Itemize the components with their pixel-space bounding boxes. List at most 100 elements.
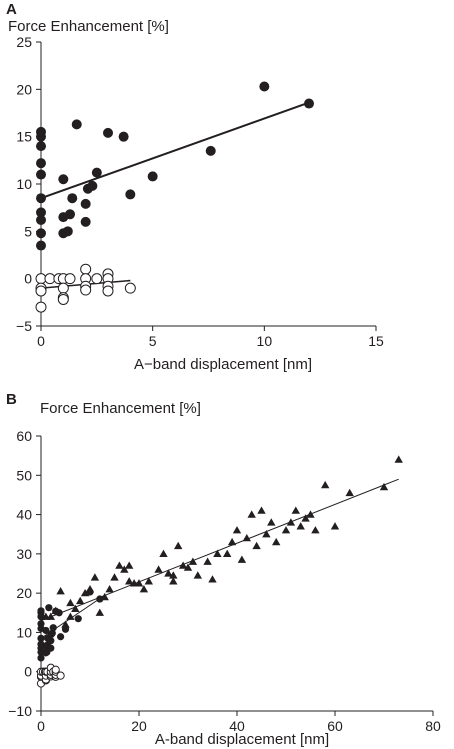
panel-b-triangle-point xyxy=(125,561,134,569)
panel-b-y-tick-label: 60 xyxy=(16,428,32,444)
panel-b-triangle-point xyxy=(247,510,256,518)
panel-a-filled-circle-point xyxy=(80,198,91,209)
panel-b-triangle-point xyxy=(183,563,193,571)
panel-a-x-tick-label: 10 xyxy=(257,333,273,349)
panel-b-y-tick-label: 20 xyxy=(16,585,32,601)
panel-b-triangle-point xyxy=(311,526,320,534)
panel-b-triangle-point xyxy=(76,596,85,605)
panel-b-triangle-point xyxy=(66,612,75,620)
panel-a-filled-circle-point xyxy=(147,171,158,182)
panel-b-triangle-point xyxy=(80,588,90,597)
panel-b-triangle-point xyxy=(237,555,247,563)
panel-b-triangle-point xyxy=(134,579,144,587)
panel-a-filled-circle-point xyxy=(36,141,46,152)
panel-a-fit-line xyxy=(40,101,310,200)
panel-b-triangle-point xyxy=(169,577,178,585)
panel-a-fit-lines xyxy=(40,101,310,289)
panel-a-y-tick-label: 10 xyxy=(16,176,32,192)
panel-b-x-tick-label: 80 xyxy=(425,718,441,734)
panel-a-filled-circle-point xyxy=(36,169,46,180)
panel-a-filled-circle-point xyxy=(36,158,46,169)
panel-b-y-axis-title: Force Enhancement [%] xyxy=(40,400,201,417)
panel-b-triangle-point xyxy=(115,561,124,569)
panel-b-y-tick-label: 40 xyxy=(16,507,32,523)
panel-b-filled-circle-point xyxy=(47,644,55,652)
panel-b: B Force Enhancement [%] A-band displacem… xyxy=(6,391,441,748)
panel-b-triangle-point xyxy=(379,482,389,491)
panel-a-filled-circle-point xyxy=(80,216,91,227)
panel-a-filled-circle-point xyxy=(62,226,73,237)
panel-b-x-tick-label: 60 xyxy=(327,718,343,734)
panel-a-x-axis-title: A−band displacement [nm] xyxy=(134,356,312,373)
panel-a-filled-circle-point xyxy=(36,193,46,204)
panel-b-triangle-point xyxy=(71,604,80,613)
panel-b-x-tick-label: 20 xyxy=(131,718,147,734)
panel-a-y-tick-label: −5 xyxy=(16,318,32,334)
panel-b-y-tick-label: 50 xyxy=(16,467,32,483)
panel-a-filled-circle-point xyxy=(259,81,270,92)
panel-b-triangle-point xyxy=(164,569,173,577)
panel-a-letter: A xyxy=(6,1,17,18)
panel-b-triangle-point xyxy=(301,514,310,522)
panel-b-triangle-point xyxy=(232,526,242,534)
panel-a-filled-circle-point xyxy=(87,180,98,191)
panel-b-filled-circle-point xyxy=(47,637,55,645)
panel-b-points xyxy=(36,455,403,688)
panel-b-filled-circle-point xyxy=(57,633,65,641)
panel-b-filled-circle-point xyxy=(42,626,50,635)
panel-b-filled-circle-point xyxy=(61,625,70,633)
panel-a-x-tick-label: 0 xyxy=(37,333,45,349)
panel-a-filled-circle-point xyxy=(67,193,78,204)
panel-b-triangle-point xyxy=(120,565,129,573)
panel-b-filled-circle-point xyxy=(45,604,53,612)
panel-b-triangle-point xyxy=(223,549,232,558)
panel-b-triangle-point xyxy=(46,612,55,620)
panel-b-triangle-point xyxy=(394,455,403,463)
panel-a-y-tick-label: 0 xyxy=(24,271,32,287)
panel-b-triangle-point xyxy=(159,549,168,558)
panel-a-axes: 0 5 10 15 −5 0 5 10 15 20 25 xyxy=(16,34,384,349)
panel-b-triangle-point xyxy=(242,533,251,542)
panel-b-filled-circle-point xyxy=(48,629,56,637)
panel-b-filled-circle-point xyxy=(37,607,45,615)
panel-b-y-tick-label: −10 xyxy=(8,703,32,719)
panel-b-triangle-point xyxy=(169,571,178,579)
panel-b-filled-circle-point xyxy=(49,624,57,632)
panel-b-triangle-point xyxy=(321,480,330,489)
panel-b-triangle-point xyxy=(208,575,217,583)
panel-a-filled-circle-point xyxy=(205,145,216,156)
panel-a-filled-circle-point xyxy=(36,207,46,218)
panel-b-filled-circle-point xyxy=(74,615,82,623)
panel-a-open-circle-point xyxy=(57,293,69,305)
panel-b-triangle-point xyxy=(262,530,271,538)
panel-b-y-tick-label: 10 xyxy=(16,624,32,640)
panel-a-filled-circle-point xyxy=(125,189,136,200)
panel-b-triangle-point xyxy=(95,608,104,616)
panel-b-x-tick-label: 40 xyxy=(229,718,245,734)
panel-b-y-tick-label: 0 xyxy=(24,664,32,680)
panel-a-filled-circle-point xyxy=(65,209,76,220)
panel-b-triangle-point xyxy=(296,522,305,530)
panel-a-points xyxy=(35,81,314,313)
panel-b-triangle-point xyxy=(110,573,119,581)
panel-b-triangle-point xyxy=(61,620,70,628)
panel-b-triangle-point xyxy=(291,506,300,514)
panel-b-letter: B xyxy=(6,391,17,408)
panel-a-open-circle-point xyxy=(35,301,47,313)
panel-a-filled-circle-point xyxy=(36,131,46,142)
panel-a-open-circle-point xyxy=(80,284,92,296)
panel-a-filled-circle-point xyxy=(36,228,46,239)
panel-a-y-axis-title: Force Enhancement [%] xyxy=(8,18,169,35)
panel-b-triangle-point xyxy=(154,565,163,573)
panel-a-open-circle-point xyxy=(64,273,76,285)
panel-b-filled-circle-point xyxy=(96,595,104,603)
panel-b-triangle-point xyxy=(213,549,222,558)
panel-b-filled-circle-point xyxy=(37,634,45,642)
panel-b-triangle-point xyxy=(272,537,281,546)
panel-a-filled-circle-point xyxy=(91,167,102,178)
panel-b-triangle-point xyxy=(125,577,134,585)
panel-b-open-circle-point xyxy=(51,665,60,674)
panel-b-fit-lines xyxy=(40,478,399,639)
panel-a-open-circle-point xyxy=(57,282,69,294)
